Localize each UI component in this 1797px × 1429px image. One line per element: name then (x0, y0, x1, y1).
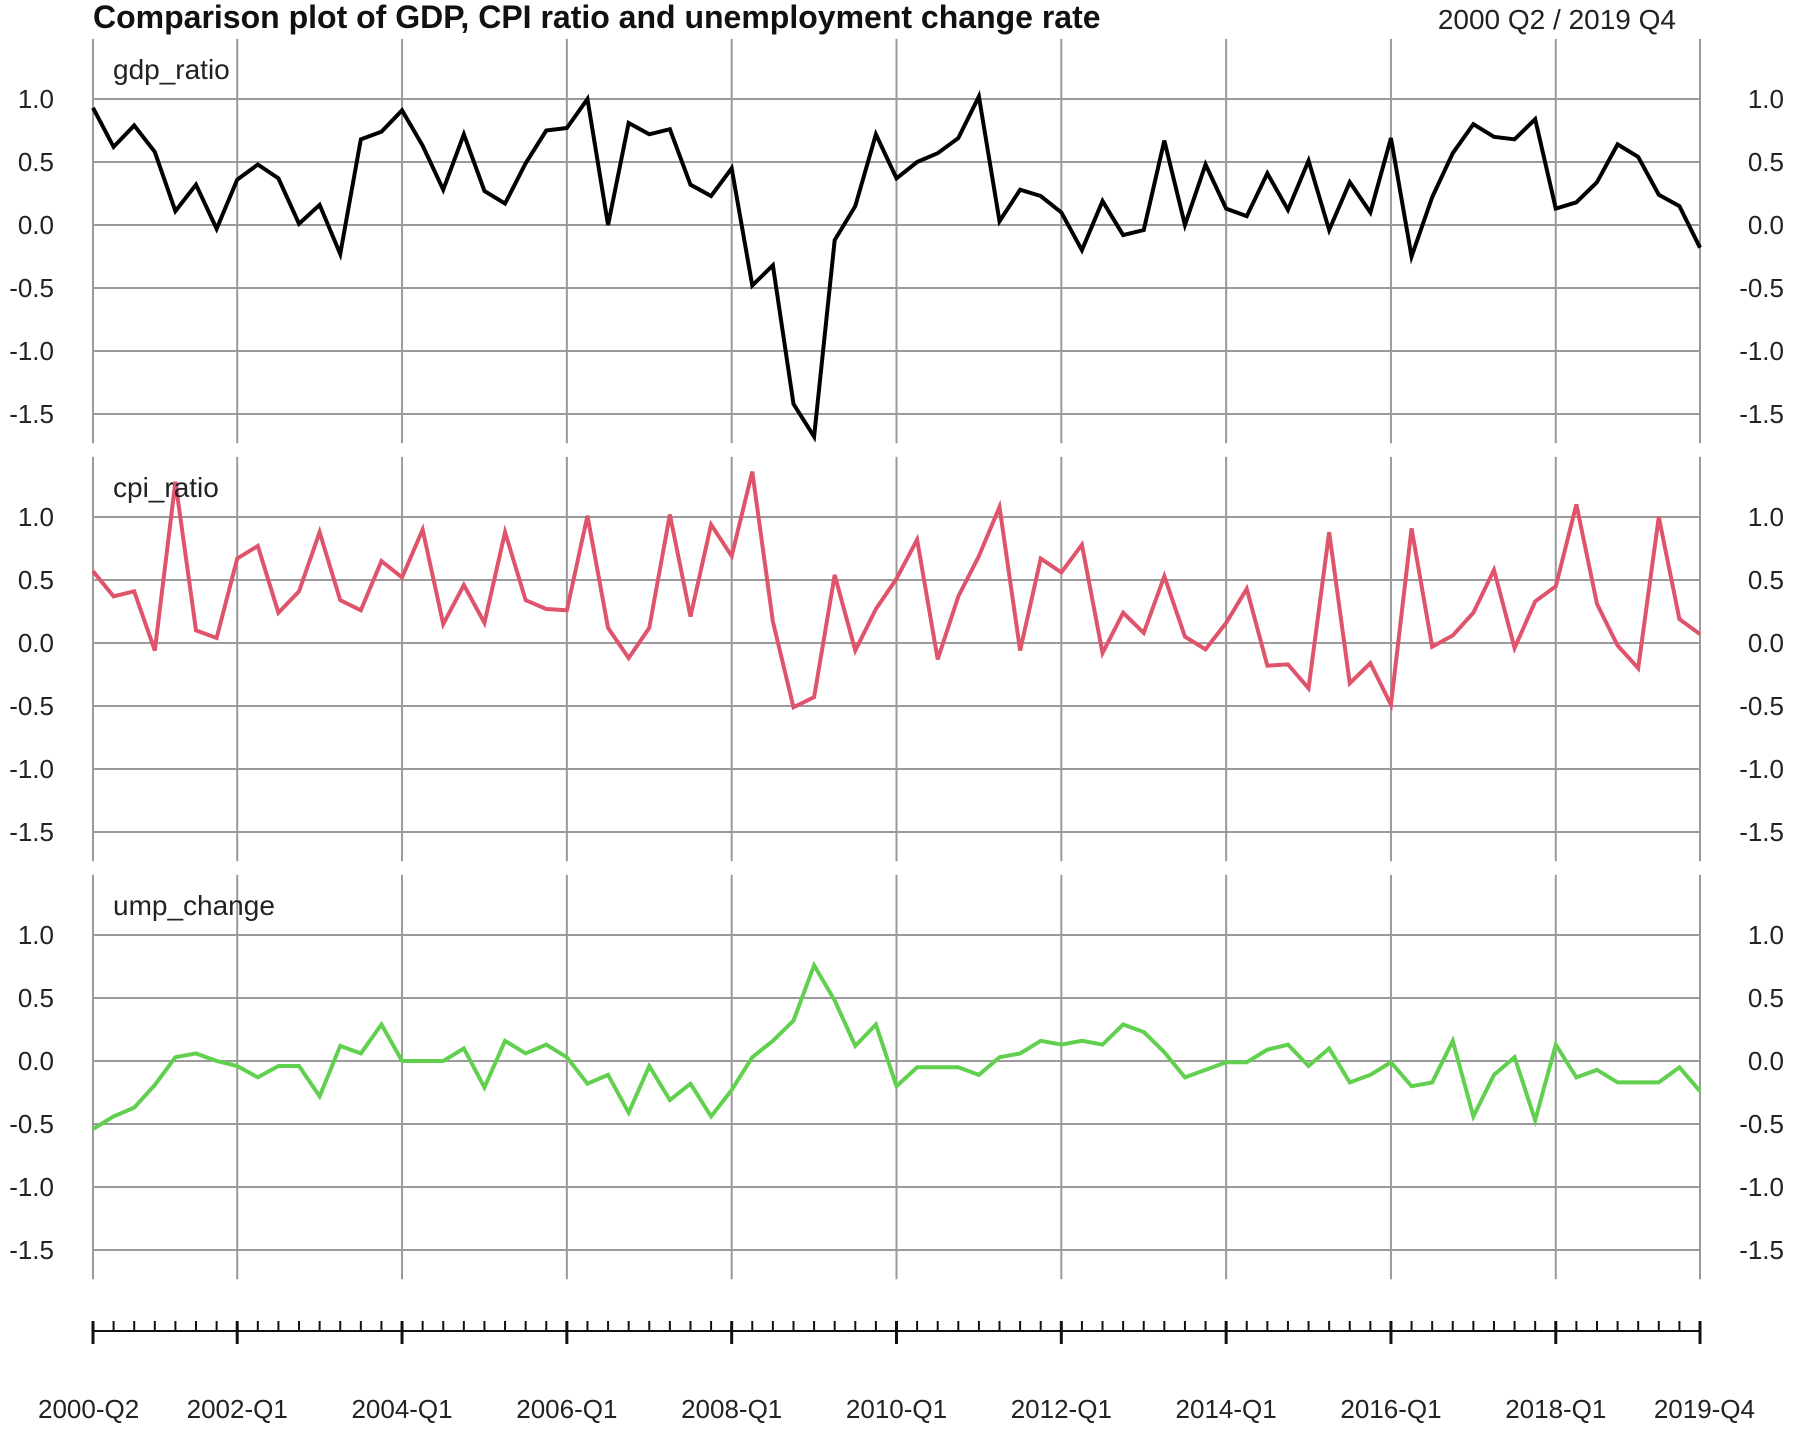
y-tick-label-right: -0.5 (1739, 691, 1784, 721)
y-tick-label-right: 0.5 (1748, 983, 1784, 1013)
x-tick-label: 2008-Q1 (681, 1394, 782, 1424)
panel-ump_change: 1.0 1.0 0.5 0.5 0.0 0.0 -0.5 -0.5 -1.0 -1.0 -1.5 -1… (9, 874, 1784, 1280)
x-tick-label: 2004-Q1 (351, 1394, 452, 1424)
y-tick-label-left: 0.5 (18, 983, 54, 1013)
x-tick-label: 2016-Q1 (1340, 1394, 1441, 1424)
y-tick-label-left: -1.5 (9, 399, 54, 429)
y-tick-label-left: 0.0 (18, 628, 54, 658)
y-tick-label-left: -1.0 (9, 754, 54, 784)
y-tick-label-right: 0.0 (1748, 628, 1784, 658)
series-label-ump_change: ump_change (113, 890, 275, 921)
y-tick-label-left: 1.0 (18, 84, 54, 114)
x-tick-label: 2006-Q1 (516, 1394, 617, 1424)
y-tick-label-right: 1.0 (1748, 84, 1784, 114)
y-tick-label-right: -0.5 (1739, 1109, 1784, 1139)
series-label-cpi_ratio: cpi_ratio (113, 472, 219, 503)
series-line-cpi_ratio (91, 471, 1702, 712)
y-tick-label-left: -0.5 (9, 1109, 54, 1139)
x-tick-label: 2018-Q1 (1505, 1394, 1606, 1424)
y-tick-label-left: -1.5 (9, 817, 54, 847)
date-range-label: 2000 Q2 / 2019 Q4 (1438, 4, 1676, 35)
y-tick-label-left: -1.0 (9, 336, 54, 366)
x-tick-label: 2010-Q1 (846, 1394, 947, 1424)
y-tick-label-left: -1.0 (9, 1172, 54, 1202)
panels: 1.0 1.0 0.5 0.5 0.0 0.0 -0.5 -0.5 -1.0 -1.0 -1.5 -1… (9, 38, 1784, 1280)
y-tick-label-left: -0.5 (9, 273, 54, 303)
y-tick-label-right: -1.5 (1739, 817, 1784, 847)
panel-cpi_ratio: 1.0 1.0 0.5 0.5 0.0 0.0 -0.5 -0.5 -1.0 -1.0 -1.5 -1… (9, 456, 1784, 862)
y-tick-label-left: 0.0 (18, 210, 54, 240)
x-tick-label: 2002-Q1 (187, 1394, 288, 1424)
y-tick-label-right: -0.5 (1739, 273, 1784, 303)
series-line-ump_change (91, 960, 1702, 1131)
y-tick-label-left: 1.0 (18, 920, 54, 950)
series-label-gdp_ratio: gdp_ratio (113, 54, 230, 85)
x-tick-label: 2019-Q4 (1654, 1394, 1755, 1424)
y-tick-label-right: 0.0 (1748, 1046, 1784, 1076)
panel-gdp_ratio: 1.0 1.0 0.5 0.5 0.0 0.0 -0.5 -0.5 -1.0 -1.0 -1.5 -1… (9, 38, 1784, 444)
y-tick-label-left: 0.5 (18, 565, 54, 595)
y-tick-label-left: -1.5 (9, 1235, 54, 1265)
x-tick-label: 2000-Q2 (38, 1394, 139, 1424)
y-tick-label-right: -1.0 (1739, 754, 1784, 784)
y-tick-label-right: -1.0 (1739, 336, 1784, 366)
y-tick-label-right: 0.5 (1748, 147, 1784, 177)
x-axis: 2000-Q2 2002-Q1 2004-Q1 2006-Q1 2008-Q1 2010-… (38, 1321, 1755, 1424)
y-tick-label-left: -0.5 (9, 691, 54, 721)
y-tick-label-right: 0.5 (1748, 565, 1784, 595)
y-tick-label-left: 1.0 (18, 502, 54, 532)
y-tick-label-right: -1.5 (1739, 399, 1784, 429)
y-tick-label-right: -1.5 (1739, 1235, 1784, 1265)
x-tick-label: 2014-Q1 (1176, 1394, 1277, 1424)
x-tick-label: 2012-Q1 (1011, 1394, 1112, 1424)
y-tick-label-right: 1.0 (1748, 502, 1784, 532)
y-tick-label-left: 0.0 (18, 1046, 54, 1076)
y-tick-label-left: 0.5 (18, 147, 54, 177)
y-tick-label-right: 0.0 (1748, 210, 1784, 240)
y-tick-label-right: 1.0 (1748, 920, 1784, 950)
y-tick-label-right: -1.0 (1739, 1172, 1784, 1202)
chart-title: Comparison plot of GDP, CPI ratio and un… (93, 0, 1101, 35)
series-line-gdp_ratio (91, 90, 1702, 443)
